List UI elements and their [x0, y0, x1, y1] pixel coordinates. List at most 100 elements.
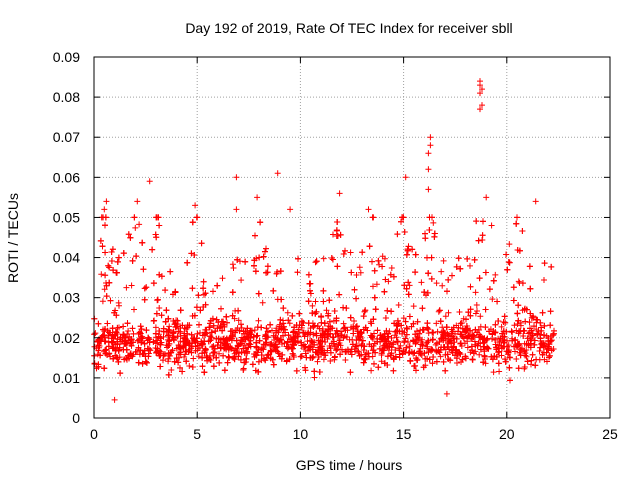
data-point-plus: [237, 258, 243, 265]
data-point-plus: [480, 218, 486, 225]
data-point-plus: [371, 360, 377, 367]
data-point-plus: [253, 352, 260, 359]
data-point-plus: [314, 323, 321, 330]
data-point-plus: [233, 206, 240, 213]
data-point-plus: [550, 332, 557, 339]
data-point-plus: [440, 358, 447, 365]
data-point-plus: [357, 329, 364, 336]
data-point-plus: [539, 309, 546, 316]
data-point-plus: [263, 325, 270, 332]
data-point-plus: [472, 341, 479, 348]
data-point-plus: [211, 349, 217, 356]
data-point-plus: [202, 346, 209, 353]
data-point-plus: [284, 309, 291, 316]
data-point-plus: [356, 264, 363, 271]
data-point-plus: [157, 363, 164, 370]
data-point-plus: [410, 303, 417, 310]
data-point-plus: [425, 270, 432, 277]
data-point-plus: [113, 329, 120, 336]
data-point-plus: [297, 353, 304, 360]
data-point-plus: [280, 305, 287, 312]
data-point-plus: [330, 334, 337, 341]
data-point-plus: [462, 325, 469, 332]
data-point-plus: [333, 227, 340, 234]
data-point-plus: [489, 356, 496, 363]
data-point-plus: [287, 206, 294, 213]
data-point-plus: [318, 313, 325, 320]
data-point-plus: [152, 330, 159, 337]
data-point-plus: [425, 337, 432, 344]
data-point-plus: [420, 364, 427, 371]
data-point-plus: [510, 284, 517, 291]
data-point-plus: [97, 352, 104, 359]
data-point-plus: [251, 327, 258, 334]
data-point-plus: [165, 355, 172, 362]
data-point-plus: [165, 332, 172, 339]
data-point-plus: [172, 289, 179, 296]
data-point-plus: [539, 351, 546, 358]
data-point-plus: [137, 323, 144, 330]
data-point-plus: [120, 250, 127, 257]
data-point-plus: [413, 367, 419, 374]
data-point-plus: [262, 331, 269, 338]
data-point-plus: [213, 316, 220, 323]
data-point-plus: [100, 326, 106, 333]
data-point-plus: [256, 337, 263, 344]
data-point-plus: [492, 337, 499, 343]
data-point-plus: [515, 342, 522, 349]
data-point-plus: [270, 287, 277, 294]
data-point-plus: [123, 346, 130, 353]
data-point-plus: [101, 332, 108, 338]
data-point-plus: [453, 263, 460, 270]
data-point-plus: [180, 344, 187, 351]
data-point-plus: [173, 323, 180, 330]
data-point-plus: [158, 273, 165, 280]
data-point-plus: [290, 354, 297, 360]
data-point-plus: [453, 335, 460, 342]
data-point-plus: [348, 269, 355, 276]
data-point-plus: [311, 368, 318, 375]
data-point-plus: [289, 350, 296, 357]
data-point-plus: [430, 219, 437, 226]
data-point-plus: [238, 277, 245, 284]
data-point-plus: [125, 328, 132, 334]
data-point-plus: [226, 354, 233, 361]
x-tick-label: 10: [293, 426, 309, 442]
data-point-plus: [130, 330, 137, 337]
data-point-plus: [488, 222, 495, 229]
data-point-plus: [428, 254, 435, 261]
data-point-plus: [502, 319, 509, 326]
data-point-plus: [201, 348, 208, 354]
data-point-plus: [382, 315, 389, 321]
data-point-plus: [153, 340, 159, 347]
data-point-plus: [99, 298, 106, 305]
data-point-plus: [102, 214, 109, 221]
data-point-plus: [264, 263, 271, 270]
data-point-plus: [252, 268, 259, 275]
data-point-plus: [406, 282, 413, 289]
data-point-plus: [537, 319, 544, 326]
data-point-plus: [516, 247, 523, 254]
data-point-plus: [254, 194, 261, 201]
data-point-plus: [332, 353, 338, 360]
data-point-plus: [416, 348, 423, 355]
data-point-plus: [127, 234, 134, 241]
data-point-plus: [528, 340, 534, 347]
data-point-plus: [305, 320, 312, 327]
data-point-plus: [259, 299, 266, 306]
data-point-plus: [255, 317, 262, 324]
data-point-plus: [347, 314, 354, 321]
data-point-plus: [277, 268, 284, 275]
data-point-plus: [317, 345, 324, 352]
data-point-plus: [191, 312, 198, 319]
data-point-plus: [255, 290, 262, 297]
data-point-plus: [130, 339, 137, 346]
data-point-plus: [418, 341, 424, 348]
data-point-plus: [103, 282, 110, 289]
data-point-plus: [234, 346, 241, 352]
data-point-plus: [360, 313, 367, 320]
data-point-plus: [514, 310, 521, 317]
data-point-plus: [360, 359, 367, 366]
data-point-plus: [431, 230, 438, 237]
data-point-plus: [208, 329, 215, 336]
